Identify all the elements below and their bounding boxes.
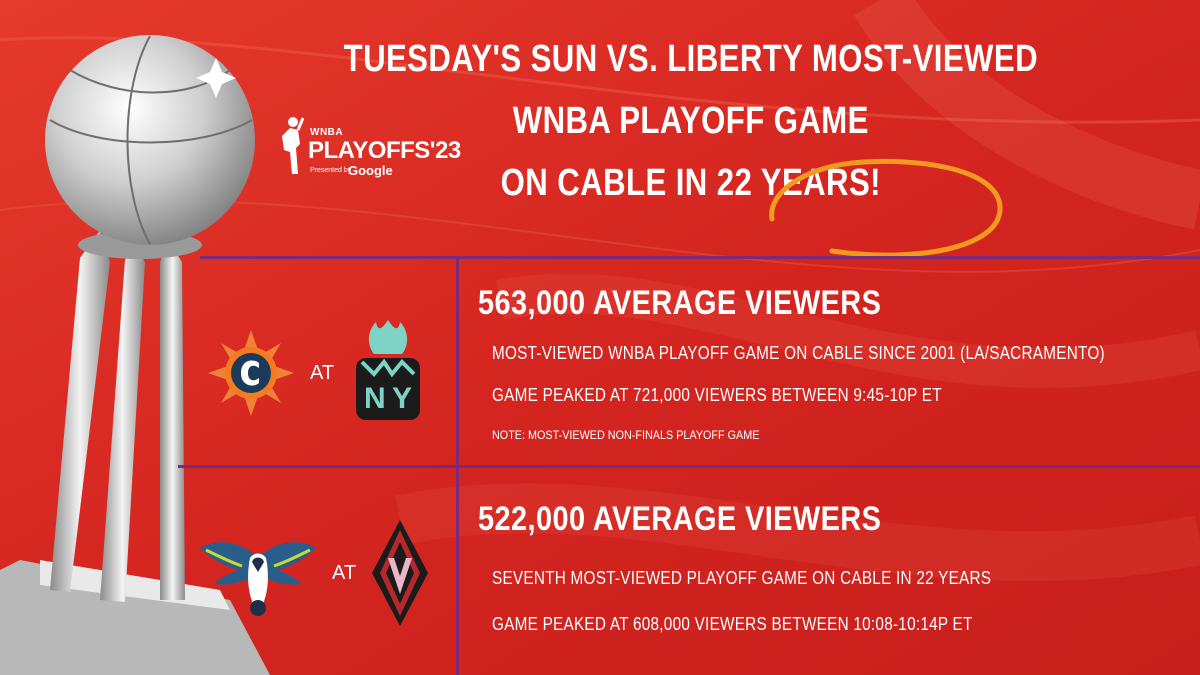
headline-line-2: WNBA PLAYOFF GAME	[512, 100, 869, 142]
game-1-note: NOTE: MOST-VIEWED NON-FINALS PLAYOFF GAM…	[492, 428, 760, 442]
headline-line-1: TUESDAY'S SUN VS. LIBERTY MOST-VIEWED	[343, 38, 1038, 80]
logo-presented-by-text: Presented by	[310, 167, 352, 174]
logo-google-text: Google	[348, 163, 393, 178]
game-1-average-viewers: 563,000 AVERAGE VIEWERS	[478, 284, 882, 322]
highlight-circle-icon	[769, 158, 1003, 258]
matchup-game-1: AT N Y	[206, 318, 428, 428]
new-york-liberty-logo-icon: N Y	[356, 320, 421, 420]
wnba-playoffs-logo: WNBA PLAYOFFS'23 Presented by Google	[262, 112, 461, 182]
logo-wnba-text: WNBA	[310, 127, 344, 138]
at-label-game-2: AT	[332, 561, 357, 584]
game-2-average-viewers: 522,000 AVERAGE VIEWERS	[478, 500, 882, 538]
las-vegas-aces-logo-icon	[372, 520, 429, 626]
game-2-detail-1: SEVENTH MOST-VIEWED PLAYOFF GAME ON CABL…	[492, 568, 992, 588]
wnba-player-silhouette-icon	[282, 117, 304, 174]
divider-top	[200, 256, 1200, 259]
logo-playoffs-text: PLAYOFFS'23	[308, 137, 461, 164]
matchup-game-2: AT	[198, 518, 430, 628]
dallas-wings-logo-icon	[200, 542, 316, 616]
connecticut-sun-logo-icon	[208, 330, 294, 416]
game-1-detail-2: GAME PEAKED AT 721,000 VIEWERS BETWEEN 9…	[492, 385, 942, 405]
svg-text:N: N	[364, 382, 386, 415]
svg-text:Y: Y	[392, 382, 412, 415]
trophy-icon	[0, 35, 270, 675]
game-1-detail-1: MOST-VIEWED WNBA PLAYOFF GAME ON CABLE S…	[492, 343, 1105, 363]
divider-vertical	[456, 256, 459, 675]
divider-middle	[178, 465, 1200, 468]
game-2-detail-2: GAME PEAKED AT 608,000 VIEWERS BETWEEN 1…	[492, 614, 973, 634]
at-label-game-1: AT	[310, 361, 335, 384]
